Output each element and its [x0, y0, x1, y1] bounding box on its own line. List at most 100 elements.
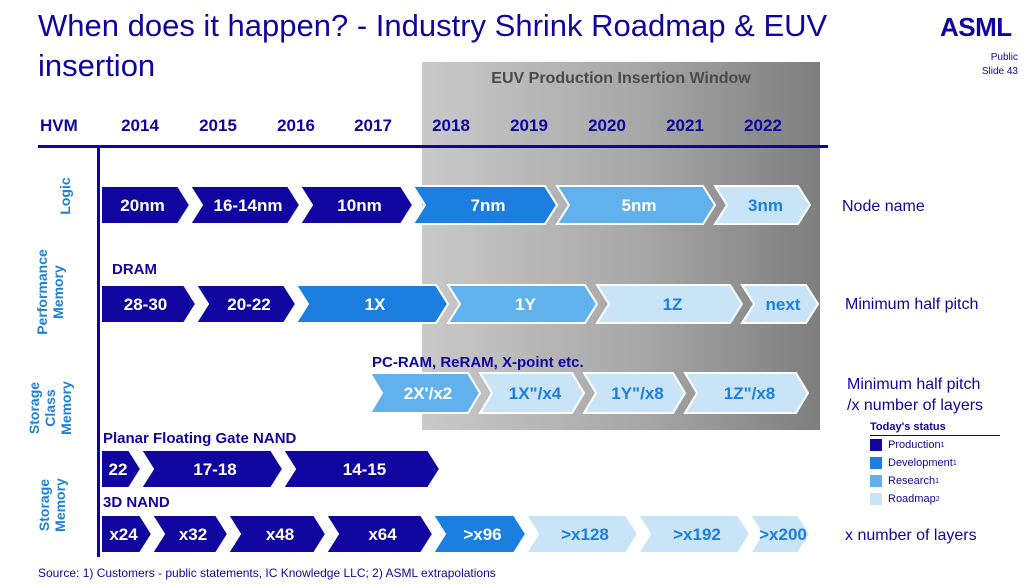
logic-segment-development: [411, 185, 559, 225]
swatch-production: [870, 439, 882, 451]
legend-label: Production: [888, 439, 941, 451]
year-label: 2018: [432, 116, 470, 135]
nand3d-segment-label: x64: [368, 525, 397, 544]
nand3d-segment-production: [150, 514, 230, 554]
year-label: 2021: [666, 116, 704, 135]
legend-item-production: Production 1: [870, 436, 1000, 454]
nand3d-segment-development: [431, 514, 528, 554]
logic-segment-label: 3nm: [748, 196, 783, 215]
swatch-roadmap: [870, 493, 882, 505]
year-label: 2014: [121, 116, 159, 135]
logic-segment-roadmap: [713, 185, 812, 225]
year-label: 2019: [510, 116, 548, 135]
logic-segment-production: [188, 185, 302, 225]
logic-segment-label: 7nm: [471, 196, 506, 215]
slide-number: Slide 43: [981, 66, 1018, 77]
scm-segment-roadmap: [582, 372, 687, 414]
dram-segment-label: 20-22: [227, 295, 270, 314]
nand3d-segment-production: [324, 514, 435, 554]
dram-segment-roadmap: [740, 284, 820, 324]
scm-segment-roadmap: [478, 372, 586, 414]
logic-segment-label: 10nm: [337, 196, 381, 215]
scm-segment-label: 1X"/x4: [509, 384, 562, 403]
dram-segment-label: 1Y: [515, 295, 536, 314]
scm-segment-research: [368, 372, 482, 414]
logic-segment-production: [298, 185, 415, 225]
scm-description-line2: /x number of layers: [847, 397, 984, 414]
dram-segment-development: [294, 284, 450, 324]
asml-logo: ASML: [940, 12, 1012, 42]
dram-segment-research: [446, 284, 599, 324]
euv-window-label: EUV Production Insertion Window: [491, 70, 751, 87]
nand3d-segment-label: >x96: [463, 525, 501, 544]
year-label: 2020: [588, 116, 626, 135]
legend-sup: 1: [935, 477, 939, 485]
logic-segment-label: 16-14nm: [214, 196, 283, 215]
planar-nand-sublabel: Planar Floating Gate NAND: [103, 430, 297, 447]
logic-segment-label: 20nm: [120, 196, 164, 215]
planar-segment-label: 17-18: [193, 460, 236, 479]
scm-sublabel: PC-RAM, ReRAM, X-point etc.: [372, 354, 584, 371]
classification-label: Public: [990, 52, 1018, 63]
legend-sup: 1: [940, 441, 945, 449]
scm-segment-label: 2X'/x2: [404, 384, 452, 403]
scm-segment-label: 1Y"/x8: [611, 384, 664, 403]
dram-segment-label: 28-30: [124, 295, 167, 314]
legend-sup: 1: [952, 459, 957, 467]
dram-description: Minimum half pitch: [845, 296, 979, 313]
nand3d-segment-production: [226, 514, 328, 554]
dram-sublabel: DRAM: [112, 261, 157, 278]
status-legend: Today's status Production 1 Development 1 …: [870, 421, 1000, 508]
nand3d-segment-roadmap: [636, 514, 752, 554]
legend-label: Development: [888, 457, 953, 469]
3d-nand-sublabel: 3D NAND: [103, 494, 170, 511]
nand3d-segment-production: [100, 514, 154, 554]
legend-title: Today's status: [870, 421, 1000, 436]
legend-sup: 2: [935, 495, 940, 503]
nand3d-segment-label: >x128: [561, 525, 609, 544]
logic-segment-label: 5nm: [622, 196, 657, 215]
euv-insertion-window: [422, 62, 820, 430]
legend-item-development: Development 1: [870, 454, 1000, 472]
legend-label: Research: [888, 475, 936, 487]
planar-segment-production: [100, 449, 143, 489]
planar-segment-label: 22: [109, 460, 128, 479]
row-label-divider: [97, 145, 100, 557]
year-label: 2017: [354, 116, 392, 135]
nand3d-segment-label: x24: [109, 525, 138, 544]
nand3d-segment-label: >x192: [673, 525, 721, 544]
dram-segment-label: next: [766, 295, 801, 314]
year-label: 2022: [744, 116, 782, 135]
planar-segment-production: [281, 449, 442, 489]
planar-segment-production: [139, 449, 285, 489]
page-title: When does it happen? - Industry Shrink R…: [38, 8, 828, 83]
scm-segment-roadmap: [683, 372, 810, 414]
logic-segment-research: [555, 185, 717, 225]
legend-item-roadmap: Roadmap 2: [870, 490, 1000, 508]
dram-segment-label: 1X: [365, 295, 386, 314]
legend-label: Roadmap: [888, 493, 936, 505]
nand3d-segment-roadmap: [748, 514, 812, 554]
dram-segment-production: [100, 284, 198, 324]
header-divider: [38, 145, 828, 148]
dram-segment-production: [194, 284, 298, 324]
nand3d-segment-roadmap: [524, 514, 640, 554]
nand3d-segment-label: x48: [266, 525, 294, 544]
logic-segment-production: [100, 185, 192, 225]
legend-item-research: Research 1: [870, 472, 1000, 490]
scm-segment-label: 1Z"/x8: [724, 384, 776, 403]
dram-segment-roadmap: [595, 284, 744, 324]
hvm-label: HVM: [40, 116, 78, 135]
planar-segment-label: 14-15: [343, 460, 386, 479]
year-label: 2016: [277, 116, 315, 135]
year-label: 2015: [199, 116, 237, 135]
logic-description: Node name: [842, 198, 925, 215]
swatch-development: [870, 457, 882, 469]
nand3d-segment-label: >x200: [759, 525, 807, 544]
dram-segment-label: 1Z: [663, 295, 683, 314]
swatch-research: [870, 475, 882, 487]
3d-nand-description: x number of layers: [845, 527, 977, 544]
scm-description-line1: Minimum half pitch: [847, 376, 981, 393]
nand3d-segment-label: x32: [179, 525, 207, 544]
